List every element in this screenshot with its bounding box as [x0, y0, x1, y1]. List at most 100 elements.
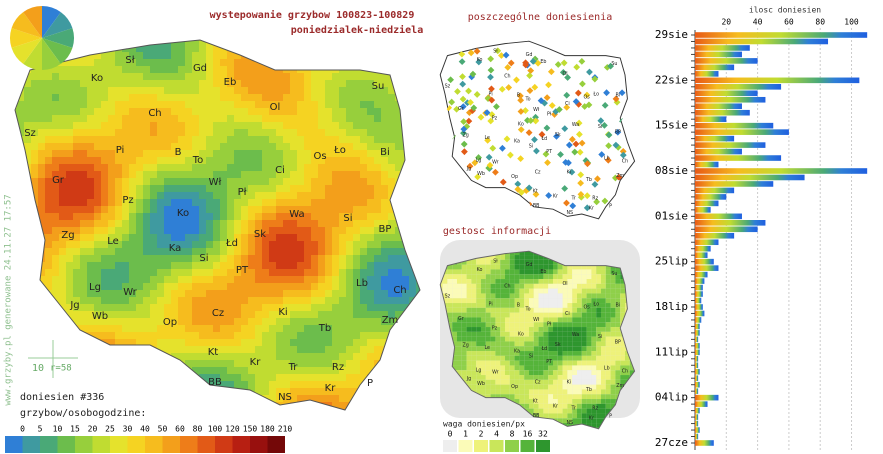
cell — [457, 355, 462, 361]
cell — [416, 122, 420, 129]
cell — [164, 241, 171, 248]
cell — [115, 290, 122, 297]
cell — [519, 384, 525, 390]
cell — [367, 255, 374, 262]
region-label: Zm — [616, 173, 624, 179]
cell — [192, 255, 199, 262]
cell — [192, 108, 199, 115]
cell — [227, 262, 234, 269]
cell — [548, 331, 553, 337]
cell — [332, 283, 339, 290]
cell — [533, 269, 539, 275]
cell — [199, 402, 206, 409]
cell — [157, 185, 164, 192]
cell — [519, 303, 525, 308]
cell — [572, 403, 577, 409]
cell — [381, 234, 388, 241]
cell — [524, 394, 529, 400]
cell — [80, 353, 87, 360]
cell — [115, 381, 122, 388]
cell — [80, 108, 87, 115]
cell — [402, 129, 409, 136]
cell — [553, 423, 558, 428]
cell — [213, 80, 220, 87]
cell — [283, 87, 290, 94]
cell — [199, 290, 206, 297]
cell — [220, 66, 227, 73]
cell — [248, 325, 255, 332]
legend-swatch — [92, 436, 110, 453]
cell — [227, 290, 234, 297]
cell — [52, 66, 59, 73]
cell — [395, 255, 402, 262]
cell — [297, 381, 304, 388]
cell — [80, 157, 87, 164]
cell — [572, 346, 577, 352]
cell — [466, 283, 472, 289]
cell — [505, 346, 510, 352]
cell — [423, 353, 430, 360]
cell — [171, 45, 178, 52]
cell — [562, 360, 568, 366]
cell — [192, 339, 199, 346]
cell — [332, 150, 339, 157]
cell — [538, 307, 544, 313]
cell — [304, 353, 311, 360]
cell — [262, 87, 269, 94]
cell — [122, 248, 129, 255]
cell — [311, 276, 318, 283]
cell — [241, 73, 248, 80]
cell — [346, 290, 353, 297]
cell — [234, 59, 241, 66]
cell — [553, 427, 558, 429]
cell — [538, 312, 544, 318]
cell — [80, 164, 87, 171]
region-label: Gd — [193, 63, 207, 74]
cell — [381, 45, 388, 52]
cell — [178, 52, 185, 59]
cell — [367, 171, 374, 178]
cell — [353, 94, 360, 101]
cell — [346, 45, 353, 52]
cell — [171, 171, 178, 178]
cell — [234, 346, 241, 353]
cell — [447, 312, 453, 318]
cell — [423, 339, 430, 346]
cell — [52, 269, 59, 276]
cell — [143, 381, 150, 388]
cell — [248, 87, 255, 94]
cell — [548, 279, 553, 284]
cell — [374, 318, 381, 325]
cell — [395, 171, 402, 178]
cell — [409, 339, 416, 346]
cell — [533, 298, 539, 304]
cell — [402, 360, 409, 367]
cell — [485, 264, 491, 270]
cell — [581, 427, 587, 429]
cell — [206, 143, 213, 150]
cell — [304, 73, 311, 80]
cell — [276, 80, 283, 87]
cell — [115, 227, 122, 234]
cell — [318, 143, 325, 150]
cell — [94, 248, 101, 255]
cell — [115, 192, 122, 199]
cell — [360, 290, 367, 297]
cell — [199, 45, 206, 52]
cell — [353, 346, 360, 353]
cell — [17, 325, 24, 332]
cell — [255, 409, 262, 410]
cell — [524, 303, 529, 308]
cell — [227, 213, 234, 220]
cell — [136, 87, 143, 94]
cell — [524, 403, 529, 409]
cell — [17, 290, 24, 297]
cell — [45, 353, 52, 360]
cell — [290, 129, 297, 136]
cell — [213, 45, 220, 52]
cell — [481, 279, 486, 284]
cell — [601, 288, 606, 294]
cell — [94, 381, 101, 388]
cell — [346, 346, 353, 353]
cell — [185, 40, 192, 45]
